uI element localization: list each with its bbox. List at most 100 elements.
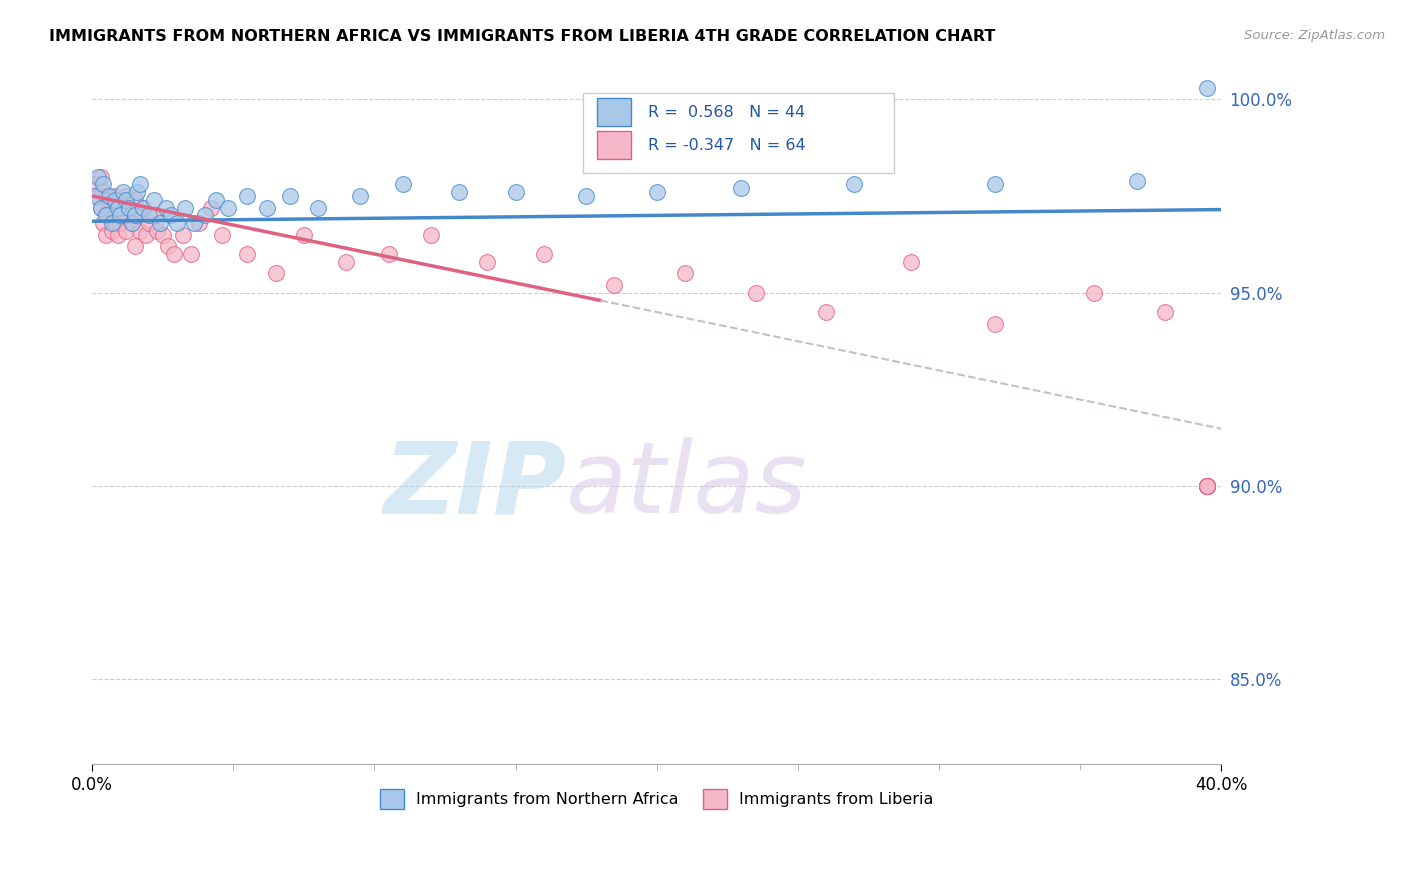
Point: [93, 178, 115, 192]
Point: [110, 216, 132, 230]
Point: [104, 193, 127, 207]
Point: [96, 208, 118, 222]
Point: [84, 189, 107, 203]
Point: [236, 189, 259, 203]
Point: [146, 224, 169, 238]
Point: [129, 224, 152, 238]
Point: [278, 189, 301, 203]
Point: [98, 208, 121, 222]
Point: [188, 216, 211, 230]
Point: [194, 208, 217, 222]
Point: [96, 189, 118, 203]
Point: [1197, 80, 1219, 95]
Point: [730, 181, 752, 195]
Point: [121, 216, 143, 230]
Point: [132, 201, 155, 215]
Point: [87, 189, 110, 203]
Point: [107, 201, 129, 215]
Point: [174, 201, 197, 215]
Point: [1197, 479, 1219, 493]
Point: [110, 208, 132, 222]
Point: [200, 201, 222, 215]
Point: [1197, 479, 1219, 493]
Point: [1197, 479, 1219, 493]
Point: [112, 208, 135, 222]
Point: [155, 201, 177, 215]
Point: [124, 193, 146, 207]
Point: [1125, 173, 1147, 187]
Point: [844, 178, 866, 192]
Point: [645, 185, 668, 199]
Point: [180, 247, 202, 261]
Point: [984, 317, 1007, 331]
Point: [900, 254, 922, 268]
Point: [115, 189, 138, 203]
Point: [90, 169, 112, 184]
Point: [138, 216, 160, 230]
Point: [211, 227, 233, 242]
Point: [90, 201, 112, 215]
Point: [121, 216, 143, 230]
Point: [172, 227, 194, 242]
Point: [98, 193, 121, 207]
Point: [104, 216, 127, 230]
Point: [160, 208, 183, 222]
Point: [1197, 479, 1219, 493]
Point: [149, 216, 172, 230]
Point: [138, 208, 160, 222]
FancyBboxPatch shape: [598, 98, 631, 127]
Point: [264, 266, 287, 280]
Point: [101, 201, 124, 215]
Text: atlas: atlas: [567, 437, 808, 534]
Point: [124, 239, 146, 253]
Point: [163, 247, 186, 261]
Point: [118, 201, 141, 215]
Point: [112, 185, 135, 199]
Point: [96, 227, 118, 242]
Point: [815, 305, 838, 319]
Point: [93, 216, 115, 230]
Point: [505, 185, 527, 199]
Text: Source: ZipAtlas.com: Source: ZipAtlas.com: [1244, 29, 1385, 42]
Point: [101, 216, 124, 230]
Point: [1197, 479, 1219, 493]
Point: [1083, 285, 1105, 300]
Text: IMMIGRANTS FROM NORTHERN AFRICA VS IMMIGRANTS FROM LIBERIA 4TH GRADE CORRELATION: IMMIGRANTS FROM NORTHERN AFRICA VS IMMIG…: [49, 29, 995, 44]
Point: [90, 201, 112, 215]
FancyBboxPatch shape: [583, 93, 894, 173]
Point: [124, 208, 146, 222]
Point: [1197, 479, 1219, 493]
Point: [110, 201, 132, 215]
Point: [477, 254, 499, 268]
Point: [107, 193, 129, 207]
Point: [183, 216, 205, 230]
Point: [603, 277, 626, 292]
Point: [104, 189, 127, 203]
Point: [143, 208, 166, 222]
Point: [377, 247, 399, 261]
Point: [449, 185, 471, 199]
Point: [349, 189, 371, 203]
Text: ZIP: ZIP: [384, 437, 567, 534]
Point: [129, 178, 152, 192]
Point: [292, 227, 315, 242]
Point: [236, 247, 259, 261]
Point: [127, 208, 149, 222]
FancyBboxPatch shape: [598, 131, 631, 159]
Point: [984, 178, 1007, 192]
Point: [118, 201, 141, 215]
Text: R = -0.347   N = 64: R = -0.347 N = 64: [648, 137, 806, 153]
Point: [93, 185, 115, 199]
Point: [673, 266, 696, 280]
Point: [101, 224, 124, 238]
Point: [533, 247, 555, 261]
Point: [166, 216, 188, 230]
Point: [217, 201, 239, 215]
Point: [115, 224, 138, 238]
Point: [157, 239, 180, 253]
Point: [132, 201, 155, 215]
Point: [419, 227, 441, 242]
Point: [152, 227, 174, 242]
Point: [575, 189, 598, 203]
Point: [135, 227, 157, 242]
